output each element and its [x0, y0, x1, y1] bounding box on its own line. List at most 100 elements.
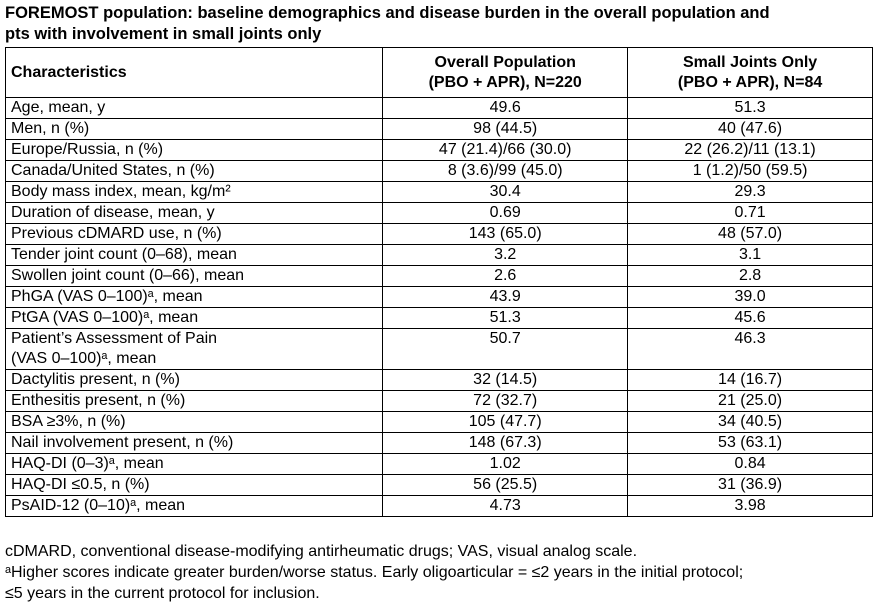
cell-value: 72 (32.7): [382, 390, 629, 412]
header-line: (PBO + APR), N=220: [428, 74, 582, 91]
row-label: Swollen joint count (0–66), mean: [4, 265, 384, 287]
table-row: HAQ-DI (0–3)ᵃ, mean 1.02 0.84: [4, 453, 873, 475]
cell-value: 29.3: [627, 181, 873, 203]
cell-value: 48 (57.0): [627, 223, 873, 245]
row-label: Men, n (%): [4, 118, 384, 140]
cell-value: 8 (3.6)/99 (45.0): [382, 160, 629, 182]
row-label: PhGA (VAS 0–100)ᵃ, mean: [4, 286, 384, 308]
column-header: Small Joints Only (PBO + APR), N=84: [627, 47, 873, 98]
table-row: Nail involvement present, n (%) 148 (67.3…: [4, 432, 873, 454]
column-header: Overall Population (PBO + APR), N=220: [382, 47, 629, 98]
cell-value: 4.73: [382, 495, 629, 517]
row-label: Patient’s Assessment of Pain (VAS 0–100)ᵃ…: [4, 328, 384, 370]
table-row: Dactylitis present, n (%) 32 (14.5) 14 (16…: [4, 369, 873, 391]
table-body: Age, mean, y 49.6 51.3 Men, n (%) 98 (44.5) 4…: [4, 97, 873, 517]
table-row: Canada/United States, n (%) 8 (3.6)/99 (4…: [4, 160, 873, 182]
label-line: HAQ-DI (0–3)ᵃ, mean: [11, 455, 164, 472]
label-line: Swollen joint count (0–66), mean: [11, 267, 245, 284]
row-label: Canada/United States, n (%): [4, 160, 384, 182]
table-row: Europe/Russia, n (%) 47 (21.4)/66 (30.0) 2…: [4, 139, 873, 161]
label-line: Tender joint count (0–68), mean: [11, 246, 237, 263]
label-line: (VAS 0–100)ᵃ, mean: [11, 350, 157, 367]
column-header: Characteristics: [4, 47, 384, 98]
table-row: Previous cDMARD use, n (%) 143 (65.0) 48 (…: [4, 223, 873, 245]
cell-value: 30.4: [382, 181, 629, 203]
cell-value: 1 (1.2)/50 (59.5): [627, 160, 873, 182]
footnote: ≤5 years in the current protocol for inc…: [5, 585, 320, 602]
title-line: pts with involvement in small joints onl…: [5, 25, 322, 43]
cell-value: 21 (25.0): [627, 390, 873, 412]
cell-value: 43.9: [382, 286, 629, 308]
table-row: Tender joint count (0–68), mean 3.2 3.1: [4, 244, 873, 266]
cell-value: 39.0: [627, 286, 873, 308]
row-label: Body mass index, mean, kg/m²: [4, 181, 384, 203]
footnote: ᵃHigher scores indicate greater burden/w…: [5, 564, 744, 581]
cell-value: 51.3: [627, 97, 873, 119]
cell-value: 98 (44.5): [382, 118, 629, 140]
cell-value: 148 (67.3): [382, 432, 629, 454]
row-label: BSA ≥3%, n (%): [4, 411, 384, 433]
row-label: HAQ-DI ≤0.5, n (%): [4, 474, 384, 496]
label-line: Patient’s Assessment of Pain: [11, 330, 218, 347]
cell-value: 46.3: [627, 328, 873, 370]
header-line: (PBO + APR), N=84: [677, 74, 823, 91]
label-line: Enthesitis present, n (%): [11, 392, 186, 409]
label-line: Body mass index, mean, kg/m²: [11, 183, 231, 200]
cell-value: 47 (21.4)/66 (30.0): [382, 139, 629, 161]
cell-value: 0.84: [627, 453, 873, 475]
cell-value: 0.71: [627, 202, 873, 224]
title-line: FOREMOST population: baseline demographi…: [5, 4, 770, 22]
header-row: Characteristics Overall Population (PBO + …: [4, 47, 873, 98]
cell-value: 53 (63.1): [627, 432, 873, 454]
label-line: PsAID-12 (0–10)ᵃ, mean: [11, 497, 186, 514]
cell-value: 50.7: [382, 328, 629, 370]
cell-value: 105 (47.7): [382, 411, 629, 433]
header-line: Small Joints Only: [682, 54, 818, 71]
label-line: Dactylitis present, n (%): [11, 371, 180, 388]
row-label: Dactylitis present, n (%): [4, 369, 384, 391]
row-label: Previous cDMARD use, n (%): [4, 223, 384, 245]
label-line: Nail involvement present, n (%): [11, 434, 234, 451]
footnote: cDMARD, conventional disease-modifying a…: [5, 543, 638, 560]
table-row: Swollen joint count (0–66), mean 2.6 2.8: [4, 265, 873, 287]
row-label: Tender joint count (0–68), mean: [4, 244, 384, 266]
label-line: PtGA (VAS 0–100)ᵃ, mean: [11, 309, 199, 326]
label-line: PhGA (VAS 0–100)ᵃ, mean: [11, 288, 203, 305]
cell-value: 2.8: [627, 265, 873, 287]
table-row: Body mass index, mean, kg/m² 30.4 29.3: [4, 181, 873, 203]
label-line: BSA ≥3%, n (%): [11, 413, 126, 430]
cell-value: 1.02: [382, 453, 629, 475]
label-line: Previous cDMARD use, n (%): [11, 225, 222, 242]
cell-value: 34 (40.5): [627, 411, 873, 433]
title: FOREMOST population: baseline demographi…: [5, 3, 770, 45]
row-label: HAQ-DI (0–3)ᵃ, mean: [4, 453, 384, 475]
table-row: HAQ-DI ≤0.5, n (%) 56 (25.5) 31 (36.9): [4, 474, 873, 496]
cell-value: 3.1: [627, 244, 873, 266]
cell-value: 3.98: [627, 495, 873, 517]
label-line: Canada/United States, n (%): [11, 162, 215, 179]
cell-value: 45.6: [627, 307, 873, 329]
cell-value: 40 (47.6): [627, 118, 873, 140]
table-row: Men, n (%) 98 (44.5) 40 (47.6): [4, 118, 873, 140]
table-row: Age, mean, y 49.6 51.3: [4, 97, 873, 119]
cell-value: 143 (65.0): [382, 223, 629, 245]
table: Characteristics Overall Population (PBO + …: [4, 47, 873, 517]
header-line: Overall Population: [434, 54, 576, 71]
row-label: PsAID-12 (0–10)ᵃ, mean: [4, 495, 384, 517]
row-label: Enthesitis present, n (%): [4, 390, 384, 412]
table-row: PtGA (VAS 0–100)ᵃ, mean 51.3 45.6: [4, 307, 873, 329]
table-row: Patient’s Assessment of Pain (VAS 0–100)ᵃ…: [4, 328, 873, 370]
table-row: PhGA (VAS 0–100)ᵃ, mean 43.9 39.0: [4, 286, 873, 308]
row-label: Europe/Russia, n (%): [4, 139, 384, 161]
cell-value: 3.2: [382, 244, 629, 266]
label-line: Europe/Russia, n (%): [11, 141, 164, 158]
label-line: Men, n (%): [11, 120, 90, 137]
row-label: Age, mean, y: [4, 97, 384, 119]
footnotes: cDMARD, conventional disease-modifying a…: [5, 541, 743, 604]
cell-value: 0.69: [382, 202, 629, 224]
cell-value: 31 (36.9): [627, 474, 873, 496]
header-line: Characteristics: [11, 64, 127, 81]
cell-value: 14 (16.7): [627, 369, 873, 391]
cell-value: 22 (26.2)/11 (13.1): [627, 139, 873, 161]
